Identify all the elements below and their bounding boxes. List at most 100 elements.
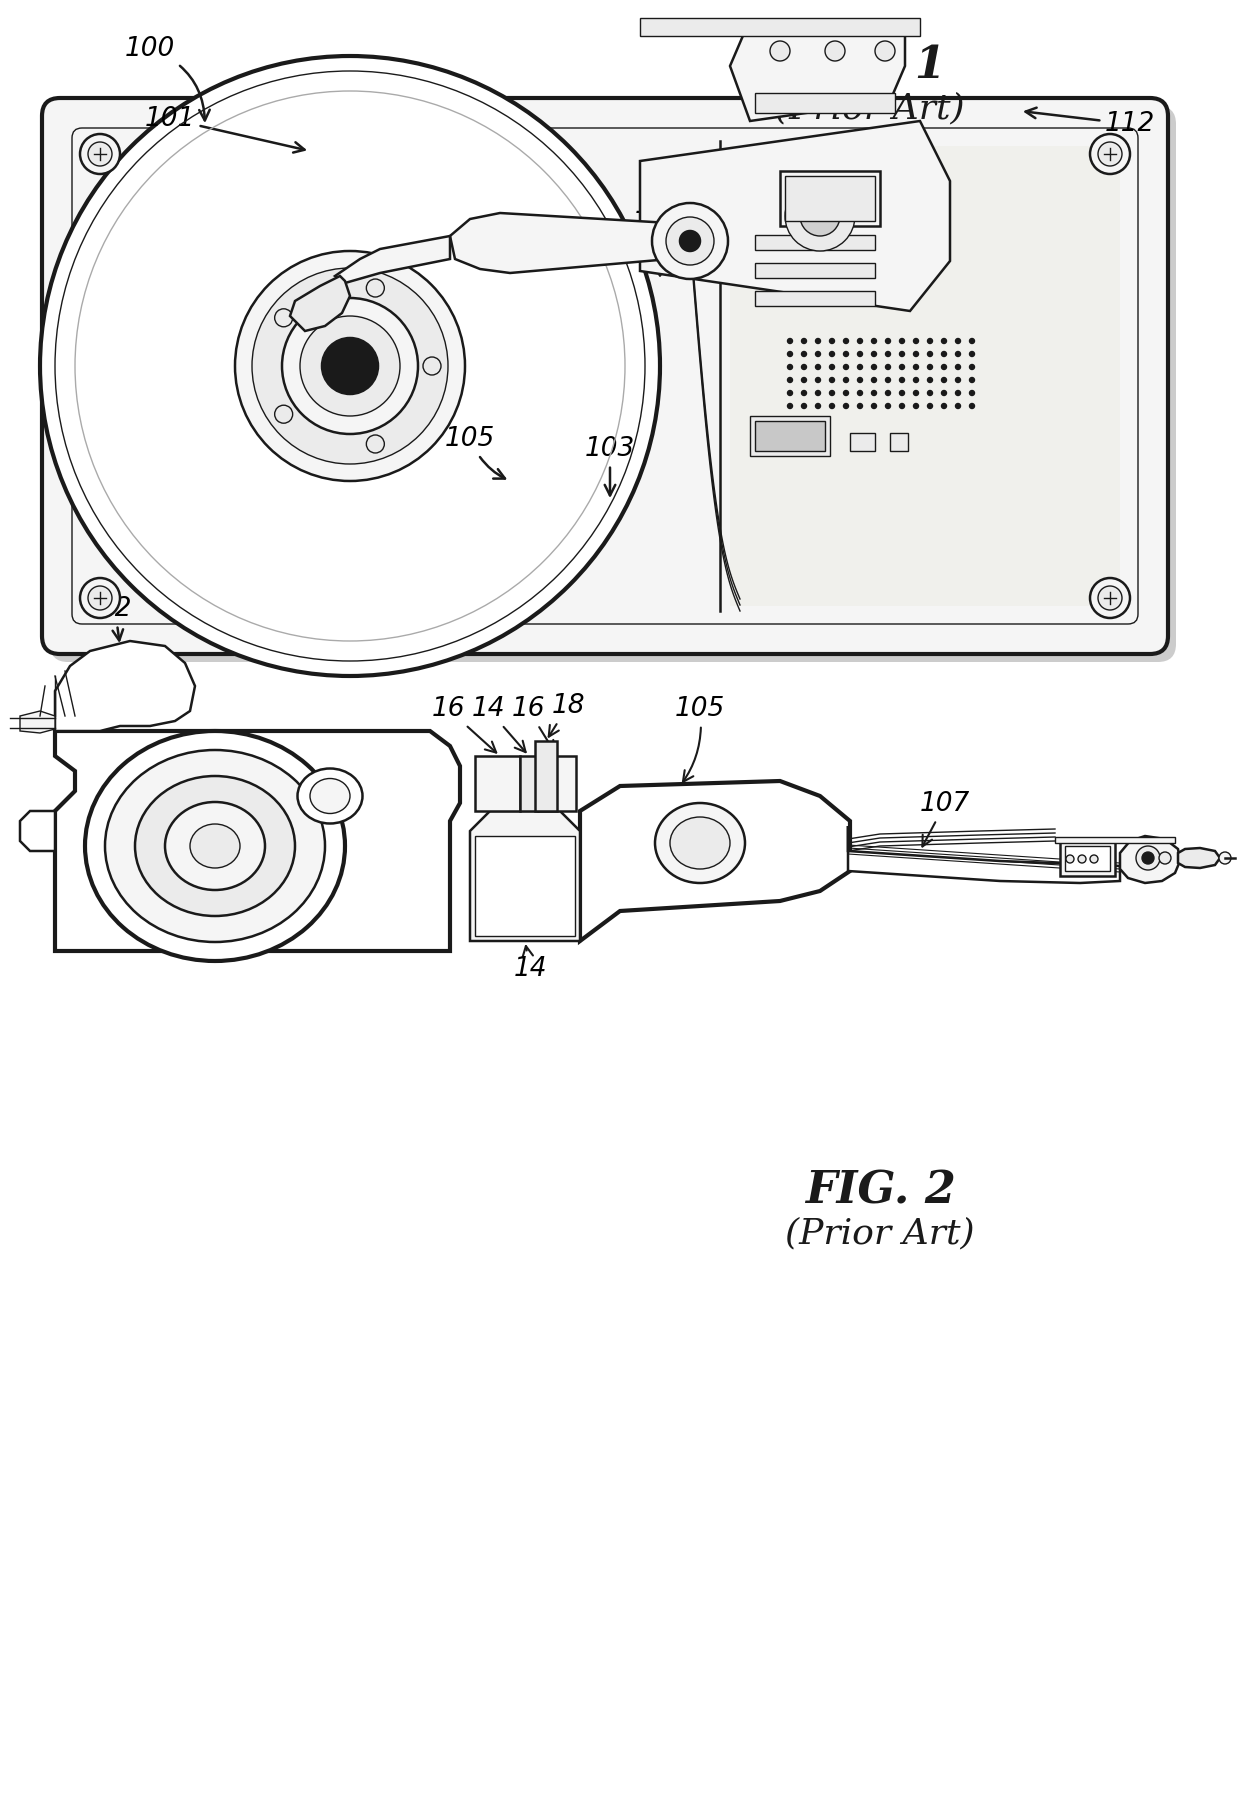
Circle shape	[787, 404, 792, 409]
Text: 107: 107	[635, 194, 686, 275]
Circle shape	[1159, 851, 1171, 864]
Circle shape	[899, 391, 904, 395]
Circle shape	[970, 404, 975, 409]
Circle shape	[928, 404, 932, 409]
Text: 107: 107	[920, 791, 970, 846]
Circle shape	[830, 351, 835, 357]
Text: 14: 14	[513, 945, 547, 982]
Text: 14: 14	[471, 695, 526, 752]
Bar	[1065, 846, 1110, 871]
FancyBboxPatch shape	[50, 107, 1176, 663]
Bar	[755, 92, 895, 112]
Circle shape	[970, 351, 975, 357]
Circle shape	[366, 279, 384, 297]
Circle shape	[956, 404, 961, 409]
Circle shape	[652, 203, 728, 279]
Circle shape	[801, 404, 806, 409]
Polygon shape	[730, 31, 905, 121]
Ellipse shape	[298, 768, 362, 824]
Ellipse shape	[165, 802, 265, 889]
Circle shape	[1097, 141, 1122, 167]
Circle shape	[830, 339, 835, 344]
Circle shape	[885, 351, 890, 357]
Circle shape	[928, 377, 932, 382]
Circle shape	[252, 268, 448, 464]
Bar	[730, 147, 1120, 607]
Circle shape	[423, 357, 441, 375]
Circle shape	[914, 351, 919, 357]
Circle shape	[872, 391, 877, 395]
Circle shape	[1090, 578, 1130, 618]
Circle shape	[680, 232, 701, 252]
Circle shape	[666, 217, 714, 264]
Circle shape	[872, 404, 877, 409]
Circle shape	[872, 351, 877, 357]
Text: 112: 112	[1025, 107, 1156, 138]
Bar	[640, 18, 920, 36]
Bar	[755, 292, 875, 306]
Circle shape	[1078, 855, 1086, 864]
Circle shape	[928, 351, 932, 357]
Ellipse shape	[190, 824, 241, 867]
Circle shape	[830, 404, 835, 409]
Circle shape	[843, 351, 848, 357]
Polygon shape	[470, 811, 580, 942]
Text: (Prior Art): (Prior Art)	[785, 1215, 975, 1250]
Circle shape	[81, 578, 120, 618]
Circle shape	[801, 377, 806, 382]
Bar	[475, 755, 520, 811]
Circle shape	[281, 299, 418, 435]
Ellipse shape	[105, 750, 325, 942]
Circle shape	[970, 391, 975, 395]
Circle shape	[236, 252, 465, 482]
Circle shape	[322, 339, 378, 395]
Circle shape	[899, 339, 904, 344]
Text: 101: 101	[145, 107, 305, 152]
Circle shape	[825, 42, 844, 62]
Text: FIG. 1: FIG. 1	[795, 45, 945, 87]
Circle shape	[816, 364, 821, 369]
Polygon shape	[20, 712, 55, 733]
Circle shape	[830, 391, 835, 395]
Circle shape	[914, 377, 919, 382]
Circle shape	[941, 351, 946, 357]
Polygon shape	[848, 826, 1120, 884]
Text: 16: 16	[432, 695, 496, 753]
Text: FIG. 2: FIG. 2	[805, 1170, 956, 1213]
Circle shape	[956, 339, 961, 344]
Ellipse shape	[310, 779, 350, 813]
Ellipse shape	[655, 802, 745, 884]
Text: (Prior Art): (Prior Art)	[775, 91, 965, 125]
Circle shape	[914, 404, 919, 409]
Circle shape	[1142, 851, 1154, 864]
Circle shape	[787, 339, 792, 344]
Circle shape	[1097, 587, 1122, 610]
FancyBboxPatch shape	[42, 98, 1168, 654]
Bar	[890, 433, 908, 451]
Circle shape	[81, 134, 120, 174]
Polygon shape	[580, 781, 849, 942]
Bar	[534, 741, 557, 811]
Polygon shape	[55, 732, 460, 951]
Circle shape	[1219, 851, 1231, 864]
Circle shape	[816, 404, 821, 409]
Polygon shape	[290, 275, 350, 331]
Polygon shape	[1178, 848, 1220, 867]
Circle shape	[1066, 855, 1074, 864]
Bar	[538, 755, 577, 811]
Circle shape	[956, 391, 961, 395]
Circle shape	[885, 364, 890, 369]
Polygon shape	[55, 641, 195, 732]
Circle shape	[928, 339, 932, 344]
Circle shape	[275, 406, 293, 424]
Circle shape	[787, 351, 792, 357]
Circle shape	[858, 404, 863, 409]
Circle shape	[941, 404, 946, 409]
Circle shape	[816, 377, 821, 382]
Text: 16: 16	[511, 695, 554, 752]
Circle shape	[885, 391, 890, 395]
Circle shape	[914, 339, 919, 344]
Circle shape	[787, 377, 792, 382]
Circle shape	[843, 364, 848, 369]
Circle shape	[899, 404, 904, 409]
